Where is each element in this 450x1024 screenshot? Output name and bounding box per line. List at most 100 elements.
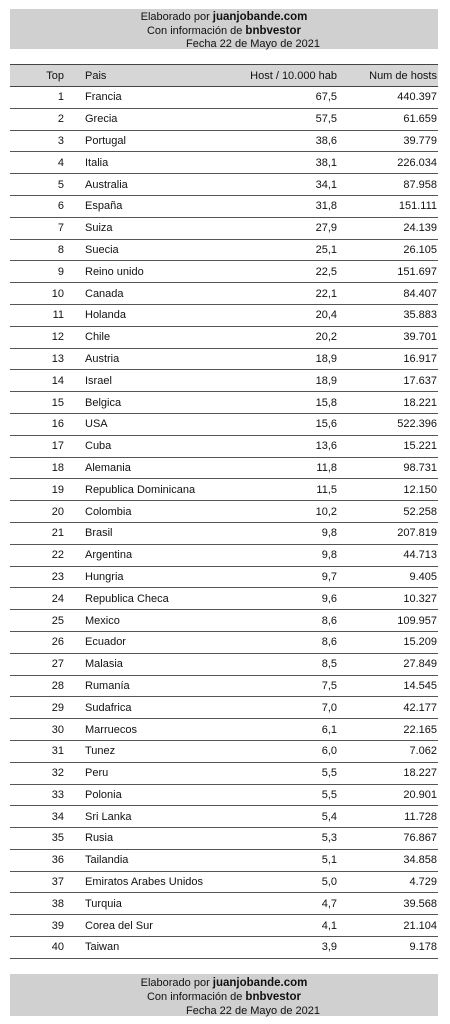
country-cell: Australia	[70, 173, 227, 196]
table-row: 32 Peru 5,5 18.227	[10, 762, 438, 785]
table-row: 35 Rusia 5,3 76.867	[10, 827, 438, 850]
table-row: 15 Belgica 15,8 18.221	[10, 391, 438, 414]
country-cell: Chile	[70, 326, 227, 349]
hosts-per-10k-cell: 8,6	[227, 609, 337, 632]
host-count-cell: 17.637	[337, 369, 438, 393]
hosts-per-10k-cell: 11,8	[227, 457, 337, 480]
table-row: 28 Rumanía 7,5 14.545	[10, 675, 438, 698]
hosts-per-10k-cell: 27,9	[227, 217, 337, 240]
country-cell: Austria	[70, 348, 227, 371]
host-count-cell: 16.917	[337, 348, 438, 371]
rank-cell: 14	[10, 369, 70, 393]
country-cell: Polonia	[70, 784, 227, 807]
hosts-per-10k-cell: 5,5	[227, 762, 337, 785]
rank-cell: 12	[10, 326, 70, 349]
host-count-cell: 4.729	[337, 871, 438, 894]
author-site: juanjobande.com	[212, 977, 308, 989]
rank-cell: 32	[10, 762, 70, 785]
table-row: 38 Turquia 4,7 39.568	[10, 892, 438, 916]
hosts-per-10k-cell: 18,9	[227, 369, 337, 393]
ranking-table: Top Pais Host / 10.000 hab Num de hosts …	[10, 64, 438, 959]
country-cell: Malasia	[70, 653, 227, 676]
header-host: Host / 10.000 hab	[227, 64, 337, 87]
table-row: 1 Francia 67,5 440.397	[10, 86, 438, 109]
host-count-cell: 18.227	[337, 762, 438, 785]
host-count-cell: 7.062	[337, 740, 438, 763]
rank-cell: 21	[10, 522, 70, 545]
host-count-cell: 207.819	[337, 522, 438, 545]
host-count-cell: 15.209	[337, 631, 438, 654]
hosts-per-10k-cell: 67,5	[227, 86, 337, 109]
hosts-per-10k-cell: 5,0	[227, 871, 337, 894]
rank-cell: 33	[10, 784, 70, 807]
table-row: 18 Alemania 11,8 98.731	[10, 457, 438, 480]
country-cell: Colombia	[70, 500, 227, 523]
rank-cell: 6	[10, 195, 70, 218]
table-row: 13 Austria 18,9 16.917	[10, 348, 438, 371]
rank-cell: 9	[10, 260, 70, 284]
table-body: 1 Francia 67,5 440.397 2 Grecia 57,5 61.659 3 Por…	[10, 86, 438, 959]
hosts-per-10k-cell: 22,5	[227, 260, 337, 284]
table-row: 21 Brasil 9,8 207.819	[10, 522, 438, 545]
host-count-cell: 87.958	[337, 173, 438, 196]
host-count-cell: 34.858	[337, 849, 438, 872]
country-cell: Hungria	[70, 566, 227, 589]
country-cell: Argentina	[70, 544, 227, 567]
table-row: 16 USA 15,6 522.396	[10, 413, 438, 436]
hosts-per-10k-cell: 6,0	[227, 740, 337, 763]
hosts-per-10k-cell: 13,6	[227, 435, 337, 458]
country-cell: Rumanía	[70, 675, 227, 698]
country-cell: Francia	[70, 86, 227, 109]
hosts-per-10k-cell: 5,1	[227, 849, 337, 872]
table-row: 12 Chile 20,2 39.701	[10, 326, 438, 349]
host-count-cell: 39.701	[337, 326, 438, 349]
rank-cell: 26	[10, 631, 70, 654]
table-row: 20 Colombia 10,2 52.258	[10, 500, 438, 523]
table-row: 19 Republica Dominicana 11,5 12.150	[10, 478, 438, 502]
table-row: 39 Corea del Sur 4,1 21.104	[10, 914, 438, 938]
table-row: 31 Tunez 6,0 7.062	[10, 740, 438, 763]
country-cell: Grecia	[70, 108, 227, 131]
country-cell: Marruecos	[70, 718, 227, 741]
header-banner: Elaborado por juanjobande.com Con inform…	[10, 9, 438, 50]
hosts-per-10k-cell: 38,6	[227, 130, 337, 153]
country-cell: Cuba	[70, 435, 227, 458]
rank-cell: 20	[10, 500, 70, 523]
table-row: 27 Malasia 8,5 27.849	[10, 653, 438, 676]
rank-cell: 22	[10, 544, 70, 567]
host-count-cell: 522.396	[337, 413, 438, 436]
table-row: 7 Suiza 27,9 24.139	[10, 217, 438, 240]
table-row: 30 Marruecos 6,1 22.165	[10, 718, 438, 741]
table-row: 34 Sri Lanka 5,4 11.728	[10, 805, 438, 829]
rank-cell: 31	[10, 740, 70, 763]
rank-cell: 39	[10, 914, 70, 938]
country-cell: Belgica	[70, 391, 227, 414]
credit-line: Elaborado por juanjobande.com	[140, 11, 308, 23]
hosts-per-10k-cell: 34,1	[227, 173, 337, 196]
hosts-per-10k-cell: 22,1	[227, 282, 337, 305]
rank-cell: 16	[10, 413, 70, 436]
table-row: 2 Grecia 57,5 61.659	[10, 108, 438, 131]
country-cell: Tunez	[70, 740, 227, 763]
hosts-per-10k-cell: 5,4	[227, 805, 337, 829]
country-cell: Corea del Sur	[70, 914, 227, 938]
hosts-per-10k-cell: 8,6	[227, 631, 337, 654]
country-cell: Tailandia	[70, 849, 227, 872]
table-row: 24 Republica Checa 9,6 10.327	[10, 587, 438, 611]
table-row: 40 Taiwan 3,9 9.178	[10, 936, 438, 959]
rank-cell: 24	[10, 587, 70, 611]
rank-cell: 4	[10, 151, 70, 175]
host-count-cell: 84.407	[337, 282, 438, 305]
rank-cell: 7	[10, 217, 70, 240]
table-row: 26 Ecuador 8,6 15.209	[10, 631, 438, 654]
hosts-per-10k-cell: 9,6	[227, 587, 337, 611]
rank-cell: 13	[10, 348, 70, 371]
host-count-cell: 15.221	[337, 435, 438, 458]
hosts-per-10k-cell: 20,4	[227, 304, 337, 327]
country-cell: Taiwan	[70, 936, 227, 959]
country-cell: Ecuador	[70, 631, 227, 654]
table-row: 17 Cuba 13,6 15.221	[10, 435, 438, 458]
rank-cell: 19	[10, 478, 70, 502]
country-cell: Canada	[70, 282, 227, 305]
rank-cell: 25	[10, 609, 70, 632]
